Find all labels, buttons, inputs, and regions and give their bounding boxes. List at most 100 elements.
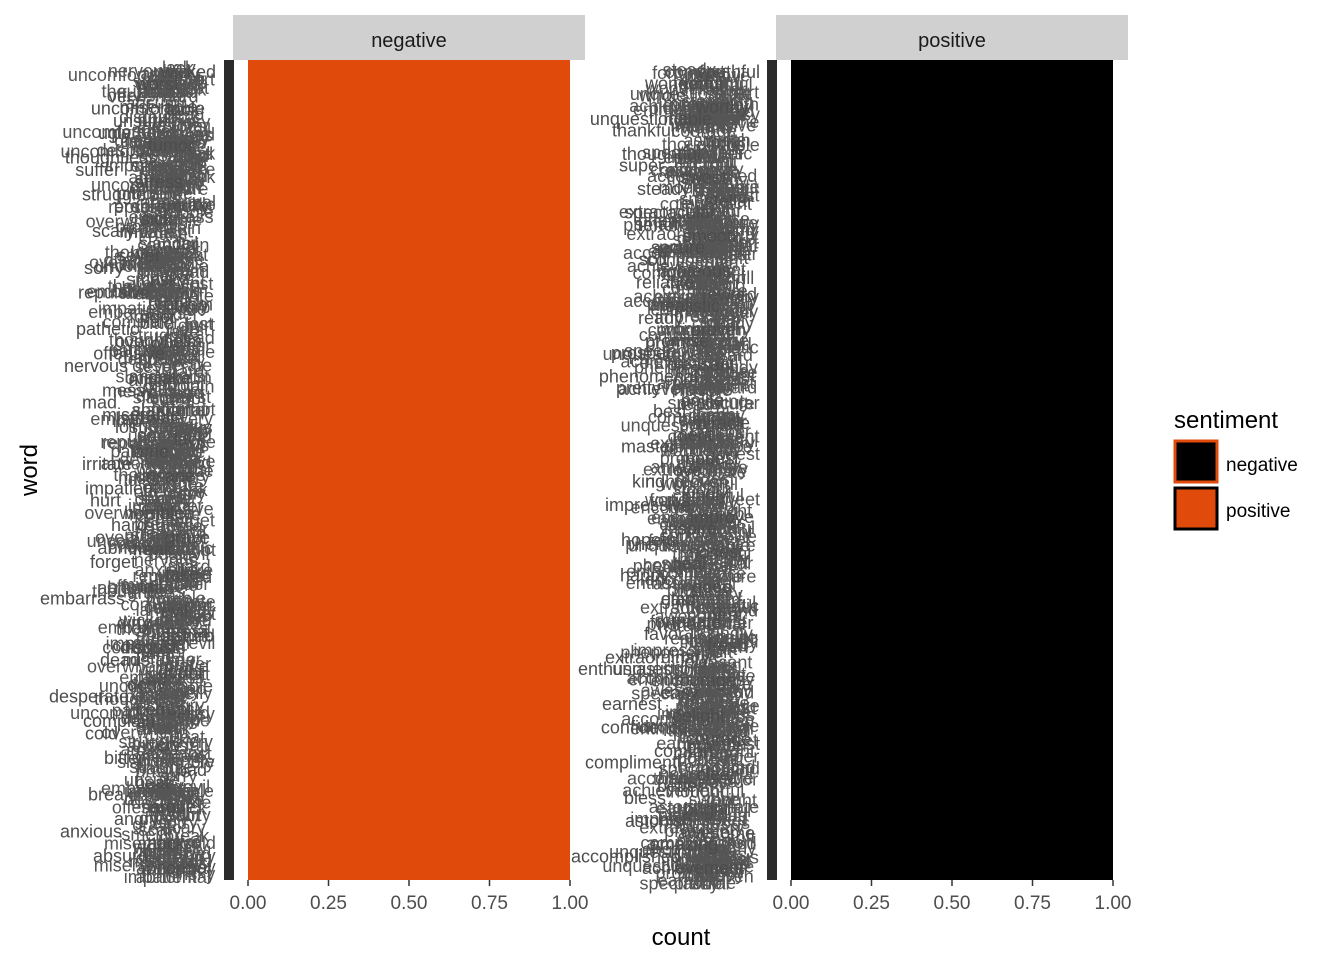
y-tick-label: confidence — [650, 160, 737, 180]
y-tick-label: master — [681, 822, 736, 842]
y-tick-label: hard — [159, 862, 195, 882]
y-tick-label: spectacular — [668, 393, 760, 413]
y-tick-label: compliment — [639, 325, 731, 345]
y-tick-label: righteous — [645, 472, 719, 492]
y-tick-label: suffer — [164, 606, 209, 626]
y-tick-label: smart — [681, 94, 726, 114]
y-tick-label: sick — [177, 520, 209, 540]
y-tick-label: freak — [154, 134, 195, 154]
y-tick-label: earnest — [679, 728, 739, 748]
y-tick-label: insane — [155, 73, 208, 93]
y-tick-label: fortunate — [675, 462, 746, 482]
y-tick-label: poor — [148, 544, 184, 564]
y-tick-label: smooth — [683, 226, 742, 246]
y-tick-label: spectacular — [624, 341, 716, 361]
y-tick-label: worst — [132, 837, 176, 857]
y-tick-label: bitter — [148, 848, 188, 868]
y-tick-label: proven — [670, 95, 725, 115]
y-tick-label: doubt — [158, 662, 203, 682]
y-tick-label: improve — [656, 320, 720, 340]
y-tick-label: promise — [656, 863, 720, 883]
y-tick-label: proven — [674, 472, 729, 492]
x-tick-label: 0.50 — [934, 893, 971, 914]
y-tick-label: confidence — [601, 718, 688, 738]
y-tick-label: reward — [702, 378, 757, 398]
y-tick-label: reward — [702, 284, 757, 304]
y-tick-label: encourage — [651, 508, 736, 528]
y-tick-label: fortunate — [648, 531, 719, 551]
y-tick-label: stellar — [705, 191, 753, 211]
y-tick-label: pathetic — [123, 347, 186, 367]
y-tick-label: merit — [673, 425, 713, 445]
y-tick-label: corrupt — [153, 78, 209, 98]
y-tick-label: messy — [164, 857, 216, 877]
y-tick-label: lost — [179, 603, 207, 623]
y-tick-label: bright — [710, 742, 755, 762]
y-tick-label: enthusiastic — [626, 561, 721, 581]
y-tick-label: pathetic — [76, 319, 139, 339]
y-tick-label: pretty — [616, 378, 661, 398]
y-tick-label: mistake — [140, 452, 202, 472]
y-tick-label: fail — [139, 576, 162, 596]
y-tick-label: messy — [140, 256, 192, 276]
y-tick-label: reward — [675, 193, 730, 213]
y-tick-label: horrible — [155, 751, 215, 771]
y-tick-label: kindly — [693, 405, 739, 425]
y-tick-label: soft — [713, 88, 742, 108]
y-tick-label: miserable — [94, 855, 172, 875]
y-tick-label: lack — [169, 837, 202, 857]
y-tick-label: attack — [155, 246, 204, 266]
y-tick-label: accomplished — [627, 769, 737, 789]
y-tick-label: thankful — [667, 169, 730, 189]
y-tick-label: corrupt — [159, 400, 215, 420]
y-tick-label: whole — [694, 567, 742, 587]
y-tick-label: bitter — [149, 185, 189, 205]
y-tick-label: fail — [185, 735, 208, 755]
y-tick-label: doubt — [146, 496, 191, 516]
legend-key-positive — [1173, 486, 1219, 531]
y-tick-label: comfort — [665, 62, 725, 82]
y-tick-label: fresh — [707, 636, 747, 656]
y-tick-label: tumor — [167, 594, 213, 614]
y-tick-label: easy — [693, 530, 731, 550]
y-tick-label: corrupt — [144, 240, 200, 260]
y-tick-label: evil — [183, 777, 210, 797]
y-tick-label: extraordinary — [654, 287, 759, 307]
y-tick-label: reward — [672, 409, 727, 429]
y-tick-label: pleasant — [682, 235, 750, 255]
y-tick-label: argue — [168, 461, 214, 481]
y-tick-label: sever — [141, 797, 185, 817]
y-tick-label: bad — [176, 340, 206, 360]
y-tick-label: lost — [159, 614, 187, 634]
y-tick-label: kindly — [677, 689, 723, 709]
y-tick-label: bad — [163, 433, 193, 453]
y-tick-label: awesome — [654, 606, 731, 626]
y-tick-label: freak — [133, 540, 174, 560]
y-tick-label: break — [138, 350, 184, 370]
y-tick-label: happy — [692, 439, 741, 459]
y-tick-label: messy — [102, 380, 154, 400]
y-tick-label: extraordinary — [643, 460, 748, 480]
y-tick-label: smelly — [138, 82, 189, 102]
y-tick-label: favor — [678, 146, 718, 166]
y-tick-label: lame — [155, 502, 194, 522]
y-tick-label: worthy — [698, 682, 752, 702]
y-tick-label: corrupt — [121, 595, 177, 615]
y-tick-label: doubt — [150, 537, 195, 557]
facet-strip-label: positive — [918, 30, 986, 52]
y-tick-label: merit — [703, 605, 743, 625]
y-tick-label: soft — [692, 523, 721, 543]
y-tick-label: pretty — [714, 225, 759, 245]
y-tick-label: insane — [128, 539, 181, 559]
y-tick-label: cry — [157, 736, 181, 756]
y-tick-label: thoughtless — [94, 689, 186, 709]
y-tick-label: impressive — [670, 116, 756, 136]
y-tick-label: sweet — [703, 529, 750, 549]
y-tick-label: righteous — [675, 854, 749, 874]
y-tick-label: mistake — [131, 183, 193, 203]
y-tick-label: fail — [153, 344, 176, 364]
y-tick-label: grand — [695, 590, 741, 610]
y-tick-label: improve — [686, 65, 750, 85]
y-tick-label: insane — [157, 711, 210, 731]
y-tick-label: tumor — [165, 335, 211, 355]
